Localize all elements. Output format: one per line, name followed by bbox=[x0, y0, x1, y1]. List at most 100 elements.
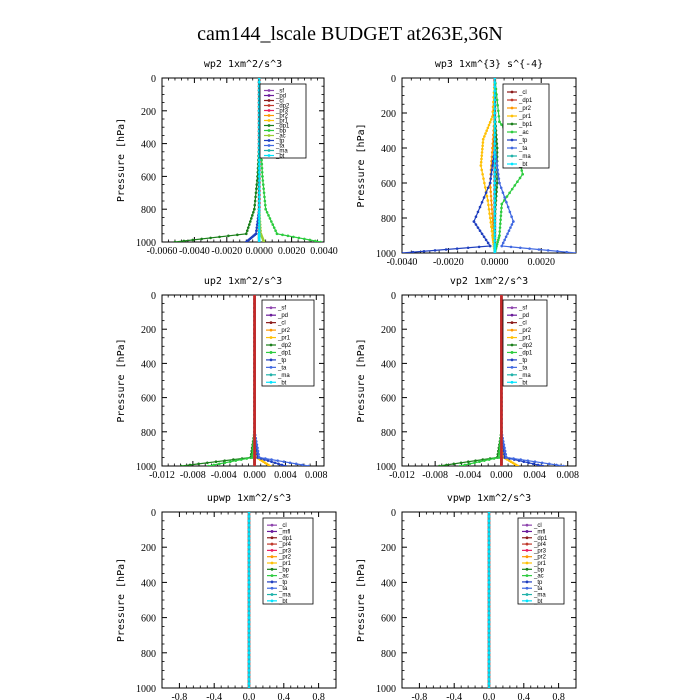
series-marker bbox=[503, 196, 506, 199]
series-marker bbox=[476, 226, 480, 229]
series-marker bbox=[481, 141, 485, 144]
series-line-dp2 bbox=[439, 295, 503, 466]
legend-label: _cl bbox=[533, 523, 542, 529]
series-marker bbox=[247, 660, 251, 663]
series-marker bbox=[482, 235, 486, 239]
legend-marker bbox=[269, 321, 273, 325]
series-marker bbox=[257, 199, 261, 203]
legend-marker bbox=[267, 134, 271, 137]
legend: _sf_pd _cl_pr2 _pr1_dp2_dp1 _tp_ta _ma_bt bbox=[261, 299, 315, 387]
y-tick-label: 800 bbox=[381, 214, 396, 225]
legend-marker bbox=[267, 99, 271, 102]
series-marker bbox=[474, 223, 478, 226]
series-marker bbox=[500, 440, 503, 443]
series-marker bbox=[487, 545, 491, 549]
legend-label: _pr4 bbox=[278, 542, 292, 548]
series-marker bbox=[487, 572, 491, 575]
y-tick-label: 600 bbox=[141, 614, 156, 625]
series-marker bbox=[257, 226, 261, 229]
series-marker bbox=[247, 682, 251, 685]
legend-marker bbox=[510, 351, 514, 354]
y-tick-label: 600 bbox=[381, 614, 396, 625]
series-line-dp1 bbox=[208, 295, 256, 466]
series-marker bbox=[483, 186, 487, 189]
legend-marker bbox=[510, 328, 514, 332]
series-marker bbox=[307, 464, 310, 466]
series-marker bbox=[301, 463, 304, 466]
y-tick-label: 600 bbox=[381, 179, 396, 190]
series-marker bbox=[445, 463, 448, 466]
series-marker bbox=[466, 246, 470, 250]
series-marker bbox=[257, 214, 261, 217]
series-marker bbox=[206, 464, 210, 466]
series-marker bbox=[500, 306, 503, 310]
series-marker bbox=[481, 172, 484, 176]
series-marker bbox=[495, 186, 499, 189]
series-marker bbox=[493, 190, 497, 194]
series-marker bbox=[270, 460, 273, 464]
y-tick-label: 1000 bbox=[136, 462, 156, 473]
y-tick-label: 1000 bbox=[376, 684, 396, 695]
y-tick-label: 400 bbox=[381, 359, 396, 370]
series-marker bbox=[253, 383, 256, 387]
series-marker bbox=[247, 576, 251, 580]
legend-marker bbox=[269, 373, 273, 377]
series-marker bbox=[487, 515, 491, 518]
series-marker bbox=[487, 519, 491, 523]
series-marker bbox=[487, 616, 491, 619]
series-marker bbox=[248, 220, 252, 223]
legend-marker bbox=[270, 593, 274, 596]
legend-marker bbox=[525, 574, 529, 578]
plot-frame bbox=[401, 77, 577, 254]
series-marker bbox=[267, 214, 270, 217]
legend-label: _dp1 bbox=[518, 350, 533, 356]
series-marker bbox=[247, 647, 251, 650]
series-marker bbox=[487, 554, 491, 558]
legend-label: _mfl bbox=[533, 529, 545, 535]
series-marker bbox=[247, 669, 251, 672]
series-marker bbox=[496, 172, 500, 176]
legend-marker bbox=[510, 343, 514, 347]
series-marker bbox=[228, 460, 232, 464]
legend-marker bbox=[269, 306, 273, 310]
legend-label: _tp bbox=[275, 139, 285, 145]
series-marker bbox=[493, 251, 497, 253]
chart-panel-5: upwp 1xm^2/s^3 Pressure [hPa] 0 200 400 600 80… bbox=[116, 493, 337, 700]
series-marker bbox=[499, 186, 503, 190]
series-marker bbox=[247, 611, 251, 615]
series-marker bbox=[253, 374, 256, 378]
series-marker bbox=[500, 297, 503, 301]
series-marker bbox=[247, 664, 251, 668]
series-marker bbox=[481, 147, 484, 151]
series-marker bbox=[253, 327, 256, 331]
series-marker bbox=[490, 225, 493, 229]
legend-marker bbox=[267, 144, 271, 147]
x-tick-label: 0.0000 bbox=[481, 257, 509, 268]
series-marker bbox=[247, 589, 251, 593]
legend-marker bbox=[267, 124, 271, 127]
series-line-dp1 bbox=[459, 295, 503, 466]
series-marker bbox=[503, 446, 506, 450]
series-marker bbox=[474, 459, 477, 462]
series-marker bbox=[500, 400, 503, 404]
series-marker bbox=[253, 362, 256, 365]
legend-label: _pd bbox=[277, 313, 288, 319]
series-marker bbox=[257, 452, 260, 456]
series-marker bbox=[510, 223, 514, 226]
y-tick-label: 400 bbox=[141, 140, 156, 151]
x-tick-label: 0.0020 bbox=[527, 257, 555, 268]
series-marker bbox=[284, 464, 287, 466]
series-marker bbox=[433, 249, 437, 252]
series-marker bbox=[496, 240, 500, 244]
series-marker bbox=[247, 651, 251, 655]
series-marker bbox=[253, 323, 256, 327]
series-marker bbox=[500, 295, 503, 297]
series-marker bbox=[562, 464, 565, 466]
series-marker bbox=[486, 199, 490, 202]
series-marker bbox=[476, 210, 480, 214]
series-marker bbox=[250, 456, 254, 459]
series-marker bbox=[500, 449, 503, 453]
legend-marker bbox=[525, 536, 529, 540]
series-marker bbox=[493, 129, 497, 132]
series-marker bbox=[214, 460, 218, 464]
